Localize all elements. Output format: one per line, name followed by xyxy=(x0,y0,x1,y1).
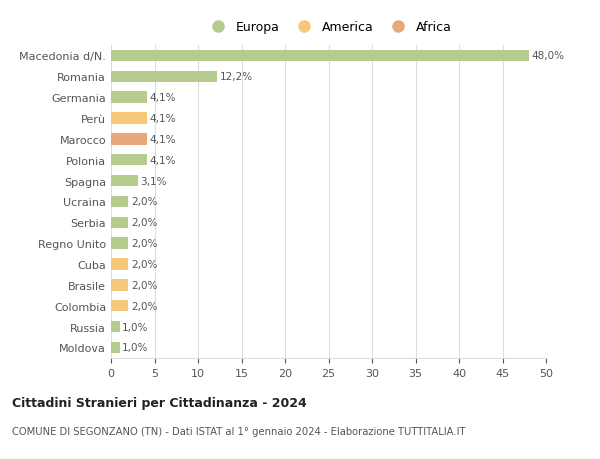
Bar xyxy=(111,92,146,104)
Text: 12,2%: 12,2% xyxy=(220,72,253,82)
Text: 1,0%: 1,0% xyxy=(122,342,149,353)
Text: 2,0%: 2,0% xyxy=(131,301,157,311)
Bar xyxy=(111,321,120,332)
Bar xyxy=(111,72,217,83)
Bar xyxy=(111,175,138,187)
Bar xyxy=(111,300,128,312)
Bar xyxy=(111,155,146,166)
Text: 2,0%: 2,0% xyxy=(131,218,157,228)
Text: COMUNE DI SEGONZANO (TN) - Dati ISTAT al 1° gennaio 2024 - Elaborazione TUTTITAL: COMUNE DI SEGONZANO (TN) - Dati ISTAT al… xyxy=(12,426,466,436)
Text: 48,0%: 48,0% xyxy=(531,51,564,62)
Bar xyxy=(111,217,128,229)
Bar xyxy=(111,342,120,353)
Text: Cittadini Stranieri per Cittadinanza - 2024: Cittadini Stranieri per Cittadinanza - 2… xyxy=(12,396,307,409)
Text: 4,1%: 4,1% xyxy=(149,155,176,165)
Text: 2,0%: 2,0% xyxy=(131,239,157,249)
Bar xyxy=(111,280,128,291)
Text: 3,1%: 3,1% xyxy=(140,176,167,186)
Text: 4,1%: 4,1% xyxy=(149,93,176,103)
Bar xyxy=(111,238,128,249)
Bar xyxy=(111,259,128,270)
Text: 1,0%: 1,0% xyxy=(122,322,149,332)
Bar xyxy=(111,134,146,145)
Bar xyxy=(111,113,146,124)
Bar xyxy=(111,50,529,62)
Legend: Europa, America, Africa: Europa, America, Africa xyxy=(200,16,457,39)
Bar xyxy=(111,196,128,207)
Text: 4,1%: 4,1% xyxy=(149,134,176,145)
Text: 2,0%: 2,0% xyxy=(131,197,157,207)
Text: 2,0%: 2,0% xyxy=(131,280,157,290)
Text: 2,0%: 2,0% xyxy=(131,259,157,269)
Text: 4,1%: 4,1% xyxy=(149,114,176,124)
